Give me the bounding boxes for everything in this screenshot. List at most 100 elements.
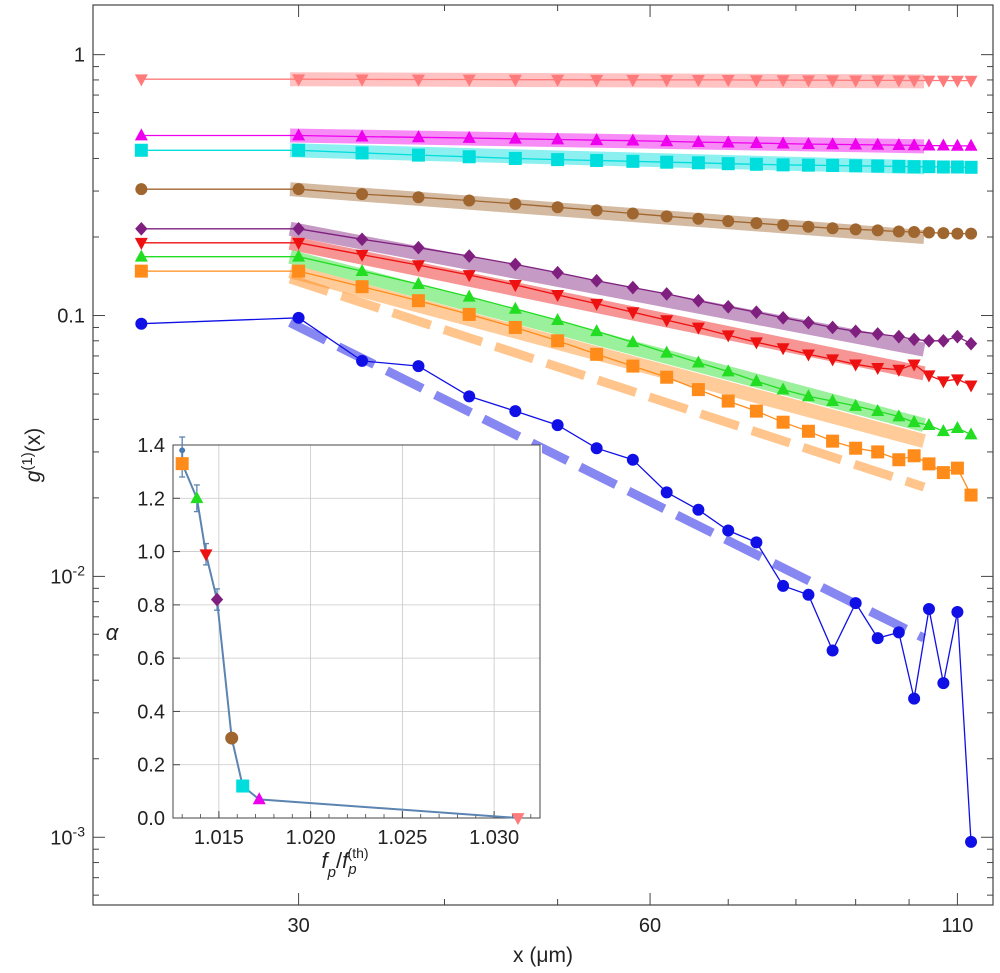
data-point-cyan — [590, 153, 604, 167]
data-point-orange — [801, 424, 815, 438]
data-point-pink — [922, 75, 936, 88]
data-point-magenta — [691, 134, 705, 148]
data-point-red — [462, 270, 476, 283]
data-point-brown — [509, 197, 522, 210]
inset-y-tick-label: 0.6 — [137, 648, 165, 670]
data-point-orange — [849, 441, 863, 455]
data-point-magenta — [892, 137, 906, 150]
data-point-red — [826, 354, 840, 367]
data-point-brown — [908, 226, 921, 239]
fit-band-brown — [289, 182, 925, 244]
x-tick-label: 30 — [287, 915, 309, 937]
data-point-brown — [802, 220, 815, 233]
data-point-green — [950, 421, 964, 434]
inset-data-point — [210, 592, 224, 607]
x-tick-label: 60 — [639, 915, 661, 937]
data-point-orange — [907, 449, 921, 463]
data-point-blue — [692, 503, 705, 516]
series-markers-cyan — [134, 143, 978, 174]
data-point-orange — [508, 320, 522, 334]
data-point-green — [936, 424, 950, 437]
data-point-blue — [908, 692, 921, 705]
inset-data-point — [179, 447, 186, 454]
data-point-red — [936, 376, 950, 389]
data-point-blue — [965, 835, 978, 848]
data-point-green — [801, 389, 815, 402]
data-point-blue — [871, 632, 884, 645]
data-point-cyan — [936, 160, 950, 174]
data-point-purple — [964, 336, 978, 351]
data-point-orange — [134, 264, 148, 278]
data-point-blue — [750, 536, 763, 549]
data-point-cyan — [801, 158, 815, 172]
inset-x-label-sep: / — [336, 848, 343, 873]
data-point-brown — [871, 224, 884, 237]
data-point-green — [508, 301, 522, 314]
data-point-orange — [922, 457, 936, 471]
data-point-purple — [892, 329, 906, 344]
data-point-magenta — [660, 134, 674, 147]
data-point-cyan — [462, 150, 476, 164]
data-point-orange — [776, 415, 790, 429]
series-line-blue — [141, 317, 972, 842]
inset-x-tick-label: 1.020 — [286, 827, 336, 849]
data-point-red — [849, 359, 863, 372]
inset-x-label-sup2: (th) — [348, 845, 369, 861]
data-point-magenta — [134, 128, 148, 141]
data-point-cyan — [964, 160, 978, 174]
data-point-green — [355, 263, 369, 276]
inset-plot: 1.015 1.020 1.025 1.030 0.0 0.2 0.4 0.6 0.8 1.0 1.… — [106, 435, 542, 881]
data-point-cyan — [776, 158, 790, 172]
fit-dashed-blue — [288, 318, 927, 643]
data-point-brown — [849, 223, 862, 236]
data-point-orange — [826, 434, 840, 448]
data-point-orange — [892, 453, 906, 467]
series-markers-brown — [135, 183, 978, 240]
fit-band-red — [288, 235, 926, 381]
data-point-blue — [922, 602, 935, 615]
data-point-green — [849, 398, 863, 411]
data-point-purple — [802, 315, 815, 330]
inset-ticks: 1.015 1.020 1.025 1.030 0.0 0.2 0.4 0.6 0.8 1.0 1.… — [137, 435, 532, 849]
data-point-purple — [871, 327, 884, 341]
data-point-brown — [660, 210, 673, 223]
data-point-brown — [826, 222, 839, 235]
data-point-red — [922, 370, 936, 383]
data-point-brown — [965, 227, 978, 240]
data-point-purple — [626, 280, 640, 295]
y-axis-label-g: g — [22, 470, 45, 482]
y-tick-label-base: 1 — [74, 45, 85, 67]
data-point-orange — [355, 280, 369, 294]
data-point-magenta — [749, 135, 763, 148]
data-point-pink — [590, 74, 604, 87]
data-point-orange — [292, 264, 306, 278]
data-point-pink — [871, 75, 885, 88]
inset-y-tick-label: 1.2 — [137, 488, 165, 510]
data-point-purple — [355, 232, 369, 247]
data-point-magenta — [776, 136, 790, 149]
inset-y-axis-label: α — [106, 620, 120, 645]
data-point-magenta — [936, 138, 950, 151]
data-point-red — [907, 359, 921, 372]
data-point-red — [691, 322, 705, 335]
data-point-orange — [411, 294, 425, 308]
main-series-layer — [134, 72, 978, 848]
inset-x-label-f2: f — [342, 848, 351, 873]
data-point-purple — [551, 265, 564, 280]
data-point-green — [551, 312, 565, 326]
data-point-brown — [951, 227, 964, 240]
data-point-brown — [722, 215, 735, 228]
inset-series-layer — [175, 436, 525, 826]
data-point-magenta — [922, 138, 936, 151]
main-ticks: 10.110-210-330 60 110 — [50, 5, 993, 937]
data-point-purple — [826, 320, 839, 335]
data-point-purple — [722, 299, 735, 314]
data-point-pink — [660, 75, 674, 88]
data-point-cyan — [508, 151, 522, 165]
series-markers-purple — [135, 221, 978, 351]
series-markers-green — [134, 249, 978, 440]
data-point-brown — [292, 183, 305, 196]
inset-background — [166, 445, 542, 821]
data-point-purple — [776, 310, 790, 325]
